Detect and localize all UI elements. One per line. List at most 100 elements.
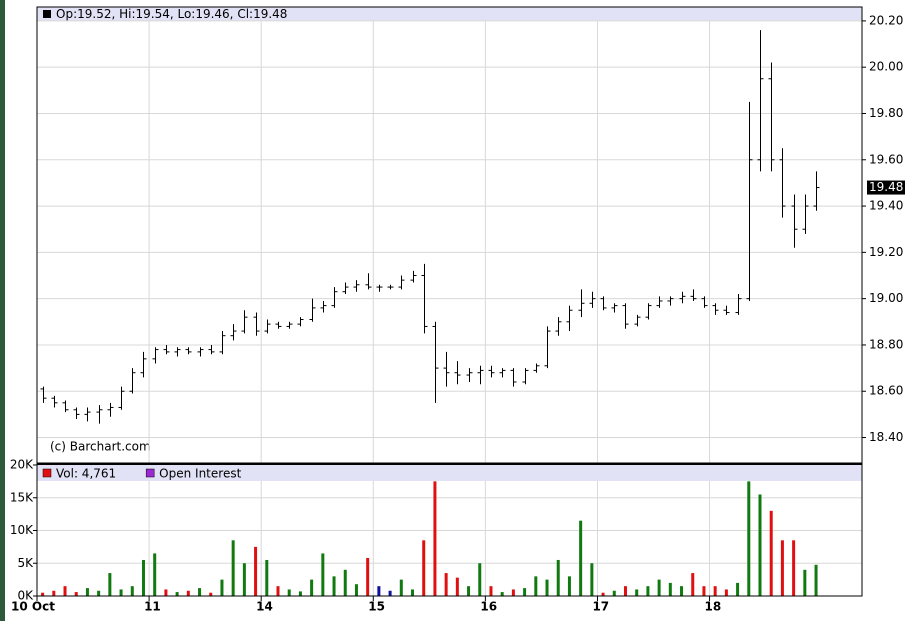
volume-bar [691, 573, 695, 596]
volume-bar [758, 494, 762, 596]
volume-bar [332, 576, 336, 596]
volume-bar [579, 520, 583, 596]
volume-bar [814, 564, 818, 596]
y-tick-label: 20K [10, 458, 34, 472]
y-tick-label: 18.80 [869, 337, 903, 351]
volume-bar [747, 481, 751, 596]
volume-bar [713, 586, 717, 596]
volume-bar [354, 584, 358, 596]
volume-bar [52, 590, 56, 596]
volume-bar [635, 589, 639, 596]
price-header: Op:19.52, Hi:19.54, Lo:19.46, Cl:19.48 [56, 7, 287, 21]
volume-bar [108, 573, 112, 596]
x-tick-label: 14 [256, 600, 273, 614]
volume-bar [612, 590, 616, 596]
volume-bar [455, 577, 459, 596]
volume-bar [265, 559, 269, 596]
volume-bar [254, 546, 258, 596]
x-tick-label: 15 [368, 600, 385, 614]
volume-bar [601, 592, 605, 596]
last-price-box [867, 180, 905, 195]
volume-bar [209, 592, 213, 596]
price-header-bar [37, 7, 862, 21]
y-tick-label: 5K [17, 556, 34, 570]
volume-bar [321, 553, 325, 596]
y-tick-label: 20.00 [869, 60, 903, 74]
volume-bar [478, 563, 482, 596]
volume-bar [276, 586, 280, 596]
legend-label: Vol: 4,761 [56, 467, 116, 481]
volume-bar [500, 592, 504, 596]
header-swatch [43, 10, 51, 18]
volume-bar [702, 586, 706, 596]
y-tick-label: 18.60 [869, 384, 903, 398]
volume-bar [85, 588, 89, 596]
volume-bar [623, 586, 627, 596]
volume-bar [63, 586, 67, 596]
x-tick-label: 16 [480, 600, 497, 614]
volume-bar [467, 586, 471, 596]
volume-bar [736, 582, 740, 596]
last-price-label: 19.48 [869, 180, 903, 194]
y-tick-label: 19.20 [869, 245, 903, 259]
volume-bar [646, 586, 650, 596]
volume-bar [556, 559, 560, 596]
volume-bar [220, 579, 224, 596]
y-tick-label: 19.60 [869, 152, 903, 166]
volume-bar [310, 579, 314, 596]
volume-bar [657, 579, 661, 596]
volume-bar [164, 589, 168, 596]
volume-bar [724, 589, 728, 596]
volume-bar [153, 553, 157, 596]
volume-bar [343, 569, 347, 596]
volume-bar [792, 540, 796, 596]
y-tick-label: 20.20 [869, 13, 903, 27]
volume-bar [130, 586, 134, 596]
volume-bar [141, 559, 145, 596]
volume-bar [680, 586, 684, 596]
y-tick-label: 15K [10, 490, 34, 504]
volume-bar [377, 586, 381, 596]
legend-swatch [42, 468, 52, 478]
volume-bar [74, 592, 78, 596]
plot-layer: 10 Oct 11 14 15 16 17 18 18.40 18.60 18.80 19.00 19… [10, 13, 905, 614]
volume-bar [523, 588, 527, 596]
volume-bar [668, 582, 672, 596]
volume-bar [422, 540, 426, 596]
y-tick-label: 18.40 [869, 430, 903, 444]
volume-bar [567, 576, 571, 596]
legend-swatch [145, 468, 155, 478]
volume-bar [119, 589, 123, 596]
volume-bar [97, 590, 101, 596]
volume-bar [489, 586, 493, 596]
volume-bar [545, 579, 549, 596]
volume-bar [198, 588, 202, 596]
x-tick-label: 10 Oct [11, 600, 55, 614]
volume-bar [780, 540, 784, 596]
volume-bar [287, 589, 291, 596]
x-tick-label: 11 [144, 600, 161, 614]
volume-bar [388, 590, 392, 596]
frame-edge [0, 0, 5, 621]
volume-bar [590, 563, 594, 596]
y-tick-label: 10K [10, 523, 34, 537]
y-tick-label: 19.80 [869, 106, 903, 120]
volume-bar [41, 592, 45, 596]
volume-bar [366, 558, 370, 596]
volume-bar [444, 573, 448, 596]
volume-bar [411, 589, 415, 596]
volume-bar [769, 510, 773, 596]
y-tick-label: 19.00 [869, 291, 903, 305]
volume-bar [433, 481, 437, 596]
volume-bar [186, 590, 190, 596]
volume-header-bar [37, 465, 862, 481]
legend-label: Open Interest [159, 467, 241, 481]
price-frame [36, 6, 863, 464]
volume-bar [231, 540, 235, 596]
volume-bar [399, 579, 403, 596]
x-tick-label: 18 [705, 600, 722, 614]
volume-bar [175, 592, 179, 596]
volume-bar [511, 589, 515, 596]
